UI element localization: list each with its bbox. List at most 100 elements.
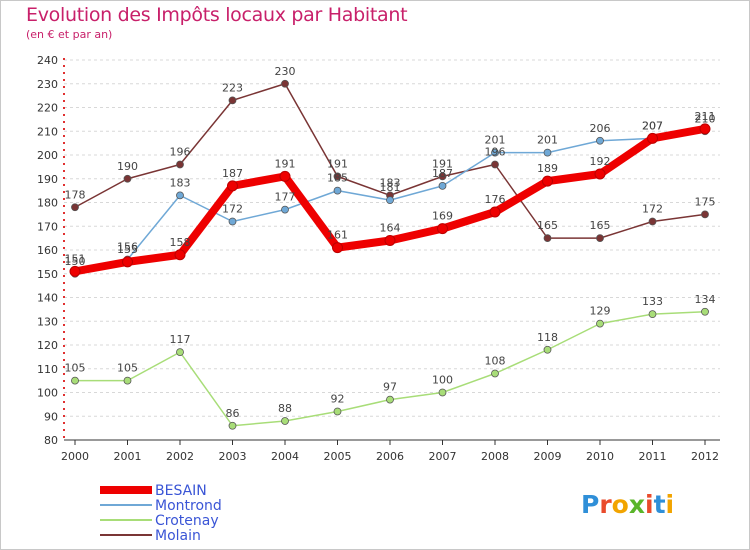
- data-point-molain: [438, 172, 447, 181]
- data-label-besain: 158: [170, 236, 191, 249]
- data-label-molain: 172: [642, 203, 663, 216]
- logo-letter: o: [611, 490, 629, 519]
- data-point-crotenay: [701, 307, 709, 316]
- data-label-crotenay: 118: [537, 331, 558, 344]
- data-point-montrond: [176, 191, 184, 200]
- data-label-besain: 176: [485, 193, 506, 206]
- y-tick-label: 80: [44, 434, 58, 447]
- y-tick-label: 210: [37, 125, 58, 138]
- y-tick-label: 230: [37, 78, 58, 91]
- data-point-molain: [701, 210, 709, 219]
- data-point-montrond: [491, 148, 499, 157]
- data-label-crotenay: 108: [485, 355, 506, 368]
- data-point-besain: [384, 235, 396, 246]
- data-point-besain: [279, 170, 291, 182]
- data-label-molain: 183: [380, 176, 401, 189]
- y-tick-label: 100: [37, 387, 58, 400]
- data-label-besain: 189: [537, 162, 558, 175]
- y-tick-label: 130: [37, 315, 58, 328]
- y-tick-label: 170: [37, 220, 58, 233]
- data-label-besain: 164: [380, 222, 401, 235]
- data-point-besain: [174, 249, 186, 261]
- data-label-besain: 187: [222, 167, 243, 180]
- data-point-besain: [489, 206, 501, 218]
- data-label-besain: 161: [327, 229, 348, 242]
- data-point-crotenay: [228, 421, 237, 430]
- data-label-molain: 223: [222, 81, 243, 94]
- data-point-crotenay: [333, 407, 342, 416]
- grid: [64, 59, 720, 441]
- data-point-besain: [699, 123, 711, 135]
- data-point-montrond: [438, 181, 447, 190]
- x-tick-label: 2008: [481, 450, 509, 463]
- x-tick-label: 2006: [376, 450, 404, 463]
- data-label-besain: 211: [695, 110, 716, 123]
- data-point-crotenay: [543, 345, 552, 354]
- data-point-besain: [69, 265, 81, 277]
- data-point-montrond: [596, 136, 604, 145]
- data-point-molain: [491, 160, 499, 169]
- data-label-molain: 178: [65, 188, 86, 201]
- data-point-molain: [648, 217, 657, 226]
- logo-letter: i: [665, 490, 675, 519]
- x-tick-label: 2011: [639, 450, 667, 463]
- y-tick-label: 140: [37, 292, 58, 305]
- x-tick-label: 2002: [166, 450, 194, 463]
- data-label-montrond: 156: [117, 241, 138, 254]
- y-tick-label: 120: [37, 339, 58, 352]
- x-tick-label: 2012: [691, 450, 719, 463]
- chart-subtitle: (en € et par an): [26, 28, 113, 41]
- data-point-molain: [281, 79, 289, 88]
- data-point-crotenay: [71, 376, 79, 385]
- y-tick-label: 220: [37, 102, 58, 115]
- data-point-montrond: [333, 186, 342, 195]
- data-label-crotenay: 97: [383, 381, 397, 394]
- data-label-crotenay: 133: [642, 295, 663, 308]
- data-label-crotenay: 129: [590, 305, 611, 318]
- data-point-molain: [333, 172, 342, 181]
- y-tick-label: 110: [37, 363, 58, 376]
- data-label-molain: 191: [327, 157, 348, 170]
- data-point-montrond: [228, 217, 237, 226]
- logo-letter: x: [628, 490, 645, 519]
- data-label-crotenay: 92: [331, 393, 345, 406]
- legend-label-crotenay: Crotenay: [155, 513, 219, 529]
- x-tick-label: 2005: [324, 450, 352, 463]
- data-point-besain: [594, 168, 606, 180]
- data-label-besain: 191: [275, 157, 296, 170]
- y-tick-label: 90: [44, 410, 58, 423]
- data-label-montrond: 201: [485, 134, 506, 147]
- y-tick-label: 180: [37, 197, 58, 210]
- data-label-crotenay: 105: [117, 362, 138, 375]
- logo-letter: i: [645, 490, 654, 519]
- data-label-crotenay: 86: [226, 407, 240, 420]
- data-label-montrond: 177: [275, 191, 296, 204]
- data-point-besain: [332, 242, 343, 254]
- data-label-montrond: 181: [380, 181, 401, 194]
- data-label-crotenay: 134: [695, 293, 716, 306]
- data-label-besain: 151: [65, 252, 86, 265]
- legend-label-montrond: Montrond: [155, 498, 222, 514]
- data-label-crotenay: 88: [278, 402, 292, 415]
- data-label-besain: 192: [590, 155, 611, 168]
- logo-letter: t: [653, 490, 666, 519]
- series-layer: [69, 79, 711, 430]
- x-tick-label: 2000: [61, 450, 89, 463]
- data-point-molain: [176, 160, 184, 169]
- data-label-besain: 169: [432, 210, 453, 223]
- logo-letter: P: [581, 490, 600, 519]
- data-label-molain: 175: [695, 195, 716, 208]
- data-point-crotenay: [281, 417, 289, 425]
- data-label-montrond: 187: [432, 167, 453, 180]
- data-point-molain: [228, 96, 237, 105]
- data-point-molain: [123, 174, 132, 183]
- data-label-montrond: 207: [642, 119, 663, 132]
- axes: 8090100110120130140150160170180190200210…: [37, 54, 720, 463]
- data-label-molain: 165: [590, 219, 611, 232]
- data-point-crotenay: [176, 348, 184, 357]
- data-point-crotenay: [123, 376, 132, 385]
- data-point-montrond: [543, 148, 552, 157]
